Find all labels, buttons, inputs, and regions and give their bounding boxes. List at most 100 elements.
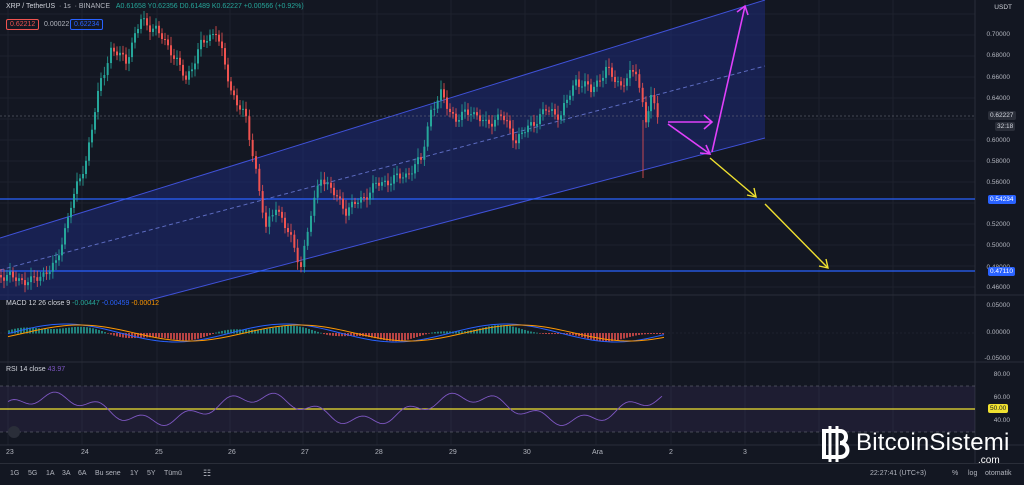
auto-toggle[interactable]: otomatik	[985, 470, 1012, 477]
candle-body	[527, 125, 529, 133]
candle-body	[88, 142, 90, 161]
macd-hist-bar	[578, 333, 580, 337]
bottom-toolbar: 1G 5G 1A 3A 6A Bu sene 1Y 5Y Tümü ☷ 22:2…	[0, 463, 1024, 485]
candle-body	[635, 71, 637, 75]
macd-hist-bar	[77, 326, 79, 334]
candle-body	[433, 108, 436, 110]
symbol-name[interactable]: XRP / TetherUS	[6, 3, 56, 10]
macd-hist-bar	[419, 333, 421, 337]
macd-hist-bar	[572, 333, 574, 336]
macd-hist-bar	[485, 327, 487, 334]
macd-signal-value: -0.00459	[101, 300, 130, 307]
candle-body	[290, 232, 292, 235]
range-5g[interactable]: 5G	[28, 470, 38, 477]
range-6a[interactable]: 6A	[78, 470, 87, 477]
macd-hist-bar	[44, 328, 46, 334]
macd-hist-bar	[53, 328, 55, 334]
clock[interactable]: 22:27:41 (UTC+3)	[870, 470, 927, 477]
macd-hist-bar	[443, 331, 445, 334]
macd-hist-bar	[440, 331, 442, 334]
price-label: 0.68000	[986, 52, 1011, 59]
macd-hist-bar	[410, 333, 412, 339]
bid-box[interactable]: 0.62212	[6, 19, 40, 30]
calendar-icon[interactable]: ☷	[203, 468, 212, 478]
range-1y[interactable]: 1Y	[130, 470, 139, 477]
range-ytd[interactable]: Bu sene	[95, 470, 121, 477]
macd-hist-bar	[494, 325, 496, 334]
forecast-arrow	[667, 123, 711, 155]
macd-hist-bar	[29, 327, 31, 334]
candle-body	[161, 33, 163, 40]
candle-body	[149, 25, 151, 32]
candle-body	[146, 18, 148, 26]
candle-body	[569, 95, 571, 100]
range-all[interactable]: Tümü	[164, 470, 182, 477]
range-5y[interactable]: 5Y	[147, 470, 156, 477]
macd-legend[interactable]: MACD 12 26 close 9 -0.00447 -0.00459 -0.…	[6, 300, 159, 307]
macd-hist-bar	[185, 333, 187, 341]
range-1g[interactable]: 1G	[10, 470, 20, 477]
candle-body	[39, 276, 42, 281]
macd-hist-bar	[239, 329, 241, 334]
macd-hist-bar	[155, 333, 157, 338]
rsi-value: 43.97	[47, 366, 66, 373]
macd-hist-bar	[254, 329, 256, 334]
candle-body	[134, 33, 136, 43]
candle-body	[306, 231, 309, 246]
macd-hist-bar	[335, 333, 337, 337]
macd-hist-bar	[449, 331, 451, 334]
macd-hist-bar	[146, 333, 148, 338]
candle-body	[476, 112, 478, 116]
candle-body	[578, 79, 580, 87]
candle-body	[430, 109, 432, 127]
candle-body	[33, 276, 36, 278]
candle-body	[18, 278, 20, 281]
level-label[interactable]: 0.54234	[988, 195, 1016, 204]
ask-box[interactable]: 0.62234	[70, 19, 104, 30]
macd-hist-bar	[164, 333, 166, 339]
candle-body	[449, 108, 451, 112]
candle-body	[554, 109, 556, 115]
macd-hist-bar	[380, 333, 382, 340]
macd-hist-bar	[173, 333, 175, 340]
candle-body	[357, 202, 359, 205]
range-1a[interactable]: 1A	[46, 470, 55, 477]
macd-hist-bar	[149, 333, 151, 338]
price-label: 0.58000	[986, 158, 1011, 165]
candle-body	[575, 79, 577, 86]
macd-axis-label: 0.05000	[986, 302, 1011, 309]
log-toggle[interactable]: log	[968, 470, 978, 477]
macd-hist-bar	[632, 333, 634, 337]
brand-suffix: .com	[978, 455, 1000, 466]
candle-body	[85, 160, 87, 175]
candle-body	[390, 183, 392, 186]
range-3a[interactable]: 3A	[62, 470, 71, 477]
macd-hist-bar	[101, 331, 103, 334]
macd-hist-bar	[365, 333, 367, 337]
candle-body	[209, 34, 211, 42]
interval[interactable]: 1s	[63, 3, 71, 10]
macd-hist-bar	[140, 333, 142, 338]
candle-body	[614, 76, 616, 83]
candle-body	[360, 197, 362, 203]
candle-body	[446, 97, 448, 109]
candle-body	[119, 52, 121, 56]
macd-hist-bar	[476, 329, 478, 334]
macd-hist-bar	[488, 326, 490, 334]
macd-hist-bar	[245, 329, 247, 334]
macd-hist-value: -0.00012	[131, 300, 159, 307]
candle-body	[191, 69, 193, 72]
candle-body	[152, 28, 154, 32]
macd-hist-bar	[566, 333, 568, 335]
percent-toggle[interactable]: %	[952, 470, 959, 477]
macd-hist-bar	[320, 332, 322, 334]
candle-body	[497, 114, 499, 120]
candle-body	[227, 64, 229, 82]
candle-body	[268, 216, 271, 227]
level-label[interactable]: 0.47110	[988, 267, 1016, 276]
macd-hist-bar	[635, 333, 637, 336]
rsi-legend[interactable]: RSI 14 close 43.97	[6, 366, 65, 373]
candle-body	[545, 109, 547, 111]
macd-hist-bar	[341, 333, 343, 337]
